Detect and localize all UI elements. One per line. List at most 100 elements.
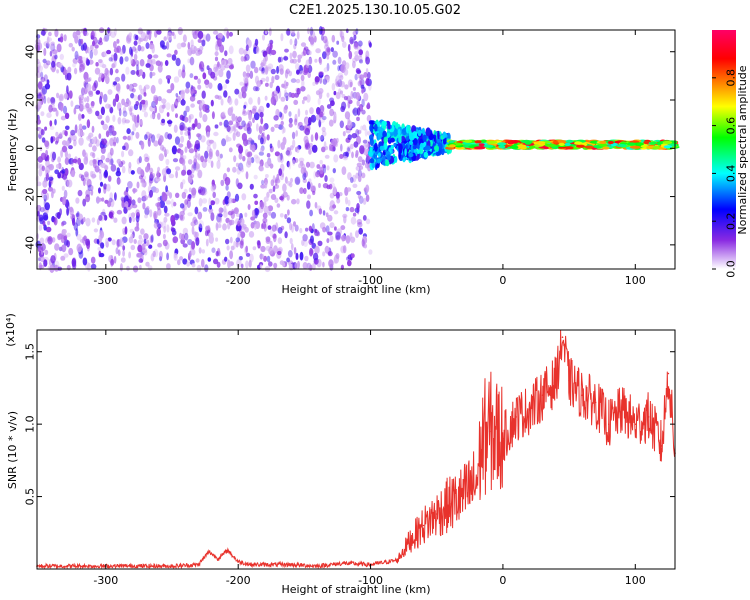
spectrogram-cell <box>305 161 311 168</box>
spectrogram-cell <box>264 95 268 101</box>
spectrogram-cell <box>92 152 96 159</box>
spectrogram-cell <box>208 82 213 89</box>
spectrogram-cell <box>128 216 132 224</box>
spectrogram-cell <box>104 169 108 178</box>
spectrogram-cell <box>191 263 196 268</box>
spectrogram-cell <box>184 232 189 241</box>
spectrogram-cell <box>321 34 324 41</box>
spectrogram-cell <box>179 149 184 156</box>
spectrogram-cell <box>258 66 264 72</box>
spectrogram-cell <box>81 114 85 119</box>
spectrogram-cell <box>172 201 177 207</box>
spectrogram-cell <box>205 33 211 42</box>
spectrogram-cell <box>365 68 369 74</box>
spectrogram-cell <box>43 74 48 82</box>
spectrogram-cell <box>80 131 85 137</box>
spectrogram-cell <box>83 97 87 103</box>
spectrogram-cell <box>226 70 231 80</box>
spectrogram-cell <box>132 216 136 223</box>
spectrogram-cell <box>38 224 43 231</box>
spectrogram-cell <box>86 95 90 103</box>
spectrogram-cell <box>67 201 71 211</box>
spectrogram-cell <box>77 157 82 165</box>
spectrogram-cell <box>552 140 560 144</box>
spectrogram-cell <box>309 209 313 217</box>
spectrogram-cell <box>308 57 313 65</box>
spectrogram-cell <box>188 115 192 124</box>
spectrogram-cell <box>68 90 73 99</box>
spectrogram-cell <box>209 208 212 215</box>
x-tick-label: 100 <box>625 274 646 287</box>
spectrogram-cell <box>50 97 56 105</box>
spectrogram-cell <box>80 44 85 51</box>
spectrogram-cell <box>355 28 359 35</box>
spectrogram-cell <box>72 58 78 64</box>
spectrogram-cell <box>215 237 219 242</box>
spectrogram-cell <box>265 174 269 178</box>
spectrogram-cell <box>168 192 173 199</box>
spectrogram-cell <box>130 233 134 239</box>
spectrogram-cell <box>358 227 364 235</box>
spectrogram-cell <box>259 264 263 269</box>
spectrogram-cell <box>244 53 250 61</box>
spectrogram-cell <box>161 168 168 177</box>
spectrogram-cell <box>127 135 132 141</box>
spectrogram-cell <box>310 235 314 244</box>
spectrogram-cell <box>74 67 78 75</box>
spectrogram-cell <box>48 42 54 50</box>
spectrogram-cell <box>48 31 52 37</box>
spectrogram-cell <box>112 81 118 86</box>
spectrogram-cell <box>317 240 323 247</box>
spectrogram-cell <box>121 165 126 174</box>
snr-line <box>36 329 676 570</box>
spectrogram-cell <box>294 118 298 126</box>
spectrogram-cell <box>62 229 67 235</box>
spectrogram-cell <box>44 202 50 211</box>
spectrogram-cell <box>266 153 271 158</box>
spectrogram-cell <box>186 140 191 150</box>
spectrogram-cell <box>189 250 192 258</box>
spectrogram-cell <box>39 146 43 152</box>
spectrogram-cell <box>299 227 303 234</box>
spectrogram-cell <box>211 247 216 253</box>
spectrogram-cell <box>250 60 256 69</box>
spectrogram-cell <box>61 244 67 253</box>
spectrogram-cell <box>616 144 628 148</box>
spectrogram-cell <box>144 134 148 141</box>
spectrogram-cell <box>57 62 63 68</box>
spectrogram-cell <box>138 84 143 91</box>
snr-point <box>462 495 465 498</box>
spectrogram-cell <box>132 82 138 88</box>
spectrogram-cell <box>192 216 198 224</box>
spectrogram-cell <box>157 242 163 248</box>
spectrogram-cell <box>332 186 337 196</box>
spectrogram-cell <box>266 191 270 198</box>
spectrogram-cell <box>207 157 212 164</box>
spectrogram-cell <box>74 59 78 65</box>
spectrogram-cell <box>385 159 390 167</box>
spectrogram-cell <box>125 66 130 75</box>
spectrogram-cell <box>362 124 367 131</box>
spectrogram-cell <box>164 212 170 217</box>
spectrogram-cell <box>336 198 341 204</box>
spectrogram-cell <box>165 102 171 111</box>
spectrogram-cell <box>157 96 162 102</box>
spectrogram-cell <box>98 169 102 174</box>
spectrogram-cell <box>362 139 368 144</box>
spectrogram-cell <box>142 202 146 210</box>
spectrogram-cell <box>170 214 176 224</box>
spectrogram-cell <box>254 38 259 47</box>
spectrogram-cell <box>171 145 177 155</box>
spectrogram-cell <box>45 226 52 233</box>
spectrogram-cell <box>276 65 280 74</box>
spectrogram-cell <box>109 137 114 147</box>
spectrogram-cell <box>51 107 57 112</box>
spectrogram-cell <box>312 81 316 86</box>
spectrogram-cell <box>662 140 673 145</box>
spectrogram-cell <box>172 158 179 163</box>
spectrogram-cell <box>143 250 148 256</box>
spectrogram-cell <box>76 233 82 241</box>
spectrogram-cell <box>171 31 175 36</box>
spectrogram-cell <box>180 89 186 95</box>
spectrogram-cell <box>44 126 48 131</box>
